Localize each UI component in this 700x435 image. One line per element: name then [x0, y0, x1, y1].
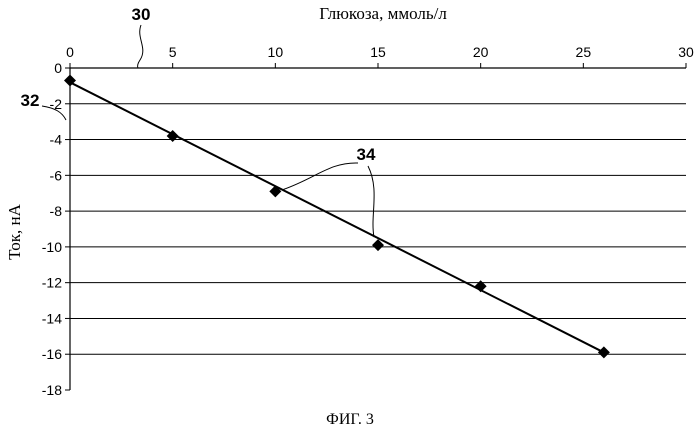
x-tick-label: 15	[370, 44, 386, 60]
x-tick-label: 20	[473, 44, 489, 60]
x-tick-label: 10	[268, 44, 284, 60]
y-tick-label: -14	[42, 310, 62, 326]
reference-numeral-axis: 30	[132, 5, 151, 24]
reference-leaders	[42, 25, 374, 237]
y-tick-label: -6	[50, 167, 63, 183]
figure-caption: ФИГ. 3	[326, 411, 374, 428]
y-tick-labels: 0 -2 -4 -6 -8 -10 -12 -14 -16 -18	[42, 60, 62, 398]
data-point	[598, 346, 610, 358]
y-tick-label: -4	[50, 132, 63, 148]
leader-axis	[138, 25, 143, 68]
data-point	[475, 280, 487, 292]
reference-numeral-start: 32	[21, 91, 40, 110]
x-axis-title: Глюкоза, ммоль/л	[319, 4, 447, 23]
leader-point	[368, 166, 374, 237]
y-axis-title: Ток, нА	[5, 203, 24, 259]
y-tick-label: -8	[50, 203, 63, 219]
y-tick-label: -2	[50, 96, 63, 112]
y-tick-label: -16	[42, 346, 62, 362]
trendline	[70, 82, 604, 352]
x-tick-label: 5	[169, 44, 177, 60]
y-tick-label: -10	[42, 239, 62, 255]
y-tick-label: 0	[54, 60, 62, 76]
x-tick-label: 30	[678, 44, 694, 60]
x-tick-label: 25	[576, 44, 592, 60]
x-tick-label: 0	[66, 44, 74, 60]
trendline-segment	[70, 82, 604, 352]
y-tick-label: -18	[42, 382, 62, 398]
grid-lines	[70, 104, 686, 354]
leader-point	[283, 163, 358, 189]
axes	[65, 63, 686, 390]
y-tick-label: -12	[42, 275, 62, 291]
x-tick-labels: 0 5 10 15 20 25 30	[66, 44, 694, 60]
reference-numeral-points: 34	[357, 145, 376, 164]
